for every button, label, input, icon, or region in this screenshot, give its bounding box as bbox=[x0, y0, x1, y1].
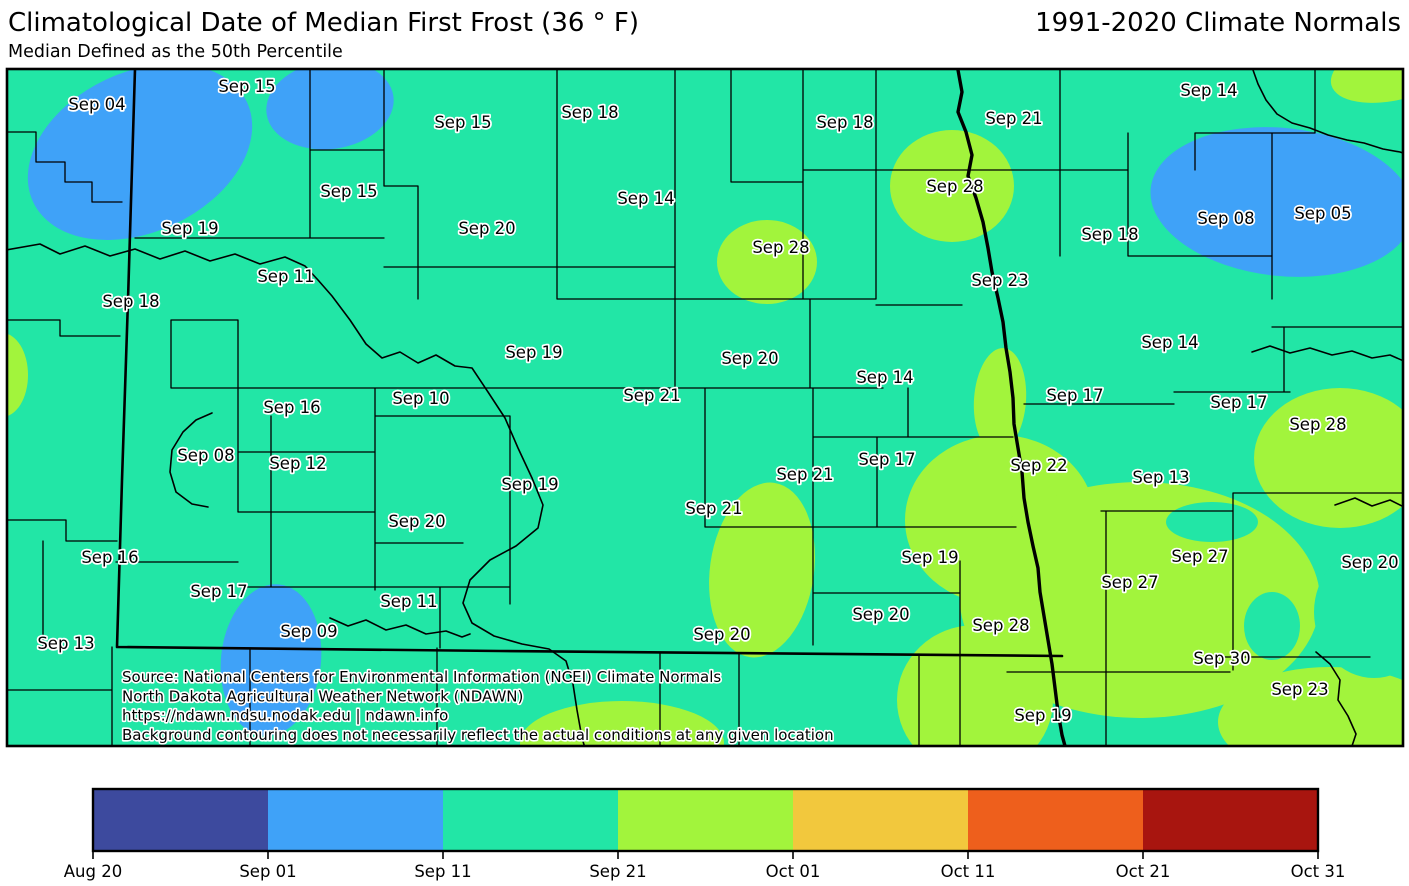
colorbar-segment bbox=[793, 789, 969, 851]
frost-date-label: Sep 16 bbox=[81, 548, 138, 567]
frost-date-label: Sep 14 bbox=[856, 368, 913, 387]
frost-date-label: Sep 28 bbox=[972, 616, 1029, 635]
colorbar-segment bbox=[268, 789, 444, 851]
frost-date-label: Sep 22 bbox=[1010, 456, 1067, 475]
frost-date-label: Sep 18 bbox=[102, 292, 159, 311]
red-river bbox=[956, 69, 1067, 746]
frost-date-label: Sep 20 bbox=[852, 605, 909, 624]
frost-date-label: Sep 20 bbox=[1341, 553, 1398, 572]
map-frame bbox=[5, 67, 1405, 748]
frost-date-label: Sep 05 bbox=[1294, 204, 1351, 223]
frost-date-label: Sep 11 bbox=[380, 592, 437, 611]
frost-date-label: Sep 16 bbox=[263, 398, 320, 417]
source-attribution: Source: National Centers for Environment… bbox=[120, 666, 835, 745]
colorbar: Aug 20 Sep 01 Sep 11 Sep 21 Oct 01 Oct 11 Oct … bbox=[64, 787, 1346, 881]
frost-date-label: Sep 23 bbox=[971, 271, 1028, 290]
frost-date-label: Sep 20 bbox=[388, 512, 445, 531]
frost-date-label: Sep 27 bbox=[1171, 547, 1228, 566]
frost-date-label: Sep 15 bbox=[218, 77, 275, 96]
source-line: Background contouring does not necessari… bbox=[122, 726, 834, 744]
minnesota-river-3 bbox=[1315, 651, 1357, 746]
frost-date-label: Sep 28 bbox=[1289, 415, 1346, 434]
colorbar-segment bbox=[968, 789, 1144, 851]
colorbar-tick-label: Oct 21 bbox=[1116, 862, 1171, 881]
frost-date-label: Sep 15 bbox=[434, 113, 491, 132]
colorbar-segment bbox=[618, 789, 794, 851]
frost-date-label: Sep 18 bbox=[1081, 225, 1138, 244]
frost-date-label: Sep 12 bbox=[269, 454, 326, 473]
frost-date-label: Sep 04 bbox=[68, 95, 125, 114]
frost-date-label: Sep 09 bbox=[280, 622, 337, 641]
minnesota-river-1 bbox=[1251, 345, 1403, 362]
frost-date-label: Sep 27 bbox=[1101, 573, 1158, 592]
frost-date-label: Sep 14 bbox=[1180, 81, 1237, 100]
colorbar-tick-label: Sep 01 bbox=[239, 862, 296, 881]
frost-date-label: Sep 21 bbox=[623, 386, 680, 405]
colorbar-tick-label: Aug 20 bbox=[64, 862, 122, 881]
little-missouri-river bbox=[169, 412, 213, 508]
frost-date-label: Sep 10 bbox=[392, 389, 449, 408]
frost-date-label: Sep 21 bbox=[685, 499, 742, 518]
frost-date-label: Sep 28 bbox=[752, 238, 809, 257]
county-boundaries bbox=[7, 69, 1403, 746]
frost-date-label: Sep 19 bbox=[505, 343, 562, 362]
frost-date-label: Sep 13 bbox=[1132, 468, 1189, 487]
figure-title-right: 1991-2020 Climate Normals bbox=[1035, 8, 1401, 38]
colorbar-segment bbox=[443, 789, 619, 851]
source-line: North Dakota Agricultural Weather Networ… bbox=[122, 687, 523, 705]
colorbar-tick-label: Oct 11 bbox=[941, 862, 996, 881]
colorbar-frame bbox=[91, 787, 1320, 853]
frost-date-label: Sep 17 bbox=[1046, 386, 1103, 405]
frost-date-label: Sep 13 bbox=[37, 634, 94, 653]
frost-date-label: Sep 11 bbox=[257, 267, 314, 286]
contour-teal-holes bbox=[1166, 502, 1403, 678]
frost-date-label: Sep 21 bbox=[776, 465, 833, 484]
colorbar-tick-label: Oct 31 bbox=[1291, 862, 1346, 881]
missouri-river bbox=[7, 243, 586, 746]
contour-blue-blobs bbox=[27, 69, 1403, 736]
figure-title: Climatological Date of Median First Fros… bbox=[8, 8, 639, 38]
colorbar-tick-label: Sep 21 bbox=[589, 862, 646, 881]
colorbar-tick-label: Oct 01 bbox=[766, 862, 821, 881]
frost-date-label: Sep 20 bbox=[721, 349, 778, 368]
frost-date-label: Sep 20 bbox=[458, 219, 515, 238]
pembina-river bbox=[1252, 69, 1403, 154]
frost-date-label: Sep 19 bbox=[161, 219, 218, 238]
frost-date-label: Sep 15 bbox=[320, 182, 377, 201]
frost-date-label: Sep 17 bbox=[858, 450, 915, 469]
frost-date-label: Sep 08 bbox=[177, 446, 234, 465]
minnesota-river-2 bbox=[1334, 497, 1403, 508]
contour-yellow-green-blobs bbox=[7, 69, 1403, 746]
frost-date-label: Sep 17 bbox=[1210, 393, 1267, 412]
figure-subtitle: Median Defined as the 50th Percentile bbox=[8, 42, 343, 62]
frost-date-label: Sep 20 bbox=[693, 625, 750, 644]
frost-date-label: Sep 14 bbox=[1141, 333, 1198, 352]
frost-date-label: Sep 17 bbox=[190, 582, 247, 601]
frost-date-label: Sep 19 bbox=[501, 475, 558, 494]
frost-date-labels: Sep 04 Sep 15 Sep 15 Sep 19 Sep 18 Sep 11 Sep … bbox=[36, 75, 1401, 726]
frost-date-label: Sep 14 bbox=[617, 189, 674, 208]
frost-date-label: Sep 23 bbox=[1271, 680, 1328, 699]
heart-river bbox=[329, 617, 471, 638]
frost-date-label: Sep 28 bbox=[926, 177, 983, 196]
frost-date-label: Sep 21 bbox=[985, 109, 1042, 128]
source-line: Source: National Centers for Environment… bbox=[122, 668, 721, 686]
colorbar-tick-label: Sep 11 bbox=[414, 862, 471, 881]
frost-date-label: Sep 18 bbox=[561, 103, 618, 122]
frost-date-label: Sep 19 bbox=[901, 548, 958, 567]
colorbar-segment bbox=[1143, 789, 1319, 851]
frost-date-label: Sep 19 bbox=[1014, 706, 1071, 725]
frost-date-label: Sep 08 bbox=[1197, 209, 1254, 228]
source-line: https://ndawn.ndsu.nodak.edu | ndawn.inf… bbox=[122, 707, 448, 725]
frost-date-label: Sep 30 bbox=[1193, 649, 1250, 668]
map-panel: Sep 04 Sep 15 Sep 15 Sep 19 Sep 18 Sep 11 Sep … bbox=[7, 69, 1403, 746]
north-dakota-state-border bbox=[115, 69, 1064, 658]
colorbar-segment bbox=[93, 789, 269, 851]
frost-date-label: Sep 18 bbox=[816, 113, 873, 132]
